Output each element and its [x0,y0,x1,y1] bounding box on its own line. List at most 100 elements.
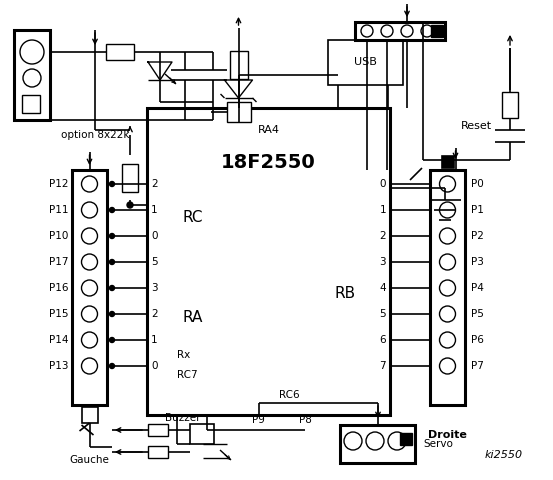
Text: ki2550: ki2550 [485,450,523,460]
Text: Rx: Rx [177,350,190,360]
Bar [441,156,453,168]
Circle shape [81,228,97,244]
Text: option 8x22k: option 8x22k [61,130,129,140]
Text: P8: P8 [299,415,311,425]
Bar [340,425,415,463]
Bar [72,170,107,405]
Bar [328,40,403,85]
Circle shape [388,432,406,450]
Text: P13: P13 [49,361,68,371]
Circle shape [81,332,97,348]
Text: 2: 2 [151,309,158,319]
Text: 7: 7 [379,361,386,371]
Circle shape [440,358,456,374]
Bar [229,51,248,79]
Circle shape [440,176,456,192]
Bar [431,25,443,37]
Circle shape [440,228,456,244]
Text: RC6: RC6 [279,390,299,400]
Text: 0: 0 [379,179,386,189]
Text: 5: 5 [151,257,158,267]
Text: 4: 4 [379,283,386,293]
Circle shape [81,358,97,374]
Circle shape [381,25,393,37]
Circle shape [81,306,97,322]
Circle shape [440,332,456,348]
Circle shape [109,363,114,369]
Circle shape [366,432,384,450]
Text: P9: P9 [252,415,264,425]
Bar [14,30,50,120]
Circle shape [81,254,97,270]
Bar [148,424,168,436]
Text: P6: P6 [471,335,484,345]
Bar [22,95,40,113]
Circle shape [109,233,114,239]
Text: P10: P10 [49,231,68,241]
Text: P2: P2 [471,231,484,241]
Circle shape [440,306,456,322]
Bar [122,164,138,192]
Circle shape [81,280,97,296]
Bar [430,170,465,405]
Text: P7: P7 [471,361,484,371]
Text: USB: USB [353,57,377,67]
Circle shape [109,286,114,290]
Text: P0: P0 [471,179,484,189]
Circle shape [81,202,97,218]
Text: 3: 3 [151,283,158,293]
Text: P4: P4 [471,283,484,293]
Bar [502,92,518,118]
Text: P12: P12 [49,179,68,189]
Bar [400,433,412,445]
Text: 1: 1 [151,205,158,215]
Text: P11: P11 [49,205,68,215]
Text: 1: 1 [151,335,158,345]
Circle shape [401,25,413,37]
Text: 2: 2 [379,231,386,241]
Circle shape [109,312,114,316]
Text: 0: 0 [151,361,158,371]
Text: RC7: RC7 [177,370,197,380]
Circle shape [421,25,433,37]
Bar [190,424,214,444]
Circle shape [109,207,114,213]
Circle shape [440,254,456,270]
Text: 6: 6 [379,335,386,345]
Circle shape [361,25,373,37]
Text: 3: 3 [379,257,386,267]
Circle shape [344,432,362,450]
Text: RB: RB [335,286,356,300]
Bar [148,446,168,458]
Text: RC: RC [182,211,202,226]
Text: P14: P14 [49,335,68,345]
Bar [106,44,134,60]
Text: Reset: Reset [461,121,492,131]
Text: Buzzer: Buzzer [165,413,201,423]
Circle shape [23,69,41,87]
Text: Gauche: Gauche [70,455,109,465]
Circle shape [81,176,97,192]
Bar [355,22,445,40]
Text: P15: P15 [49,309,68,319]
Text: 2: 2 [151,179,158,189]
Text: RA4: RA4 [258,125,279,135]
Bar [227,102,251,122]
Text: P3: P3 [471,257,484,267]
Text: P17: P17 [49,257,68,267]
Bar [81,407,97,423]
Text: P5: P5 [471,309,484,319]
Text: Servo: Servo [423,439,453,449]
Circle shape [440,280,456,296]
Text: Droite: Droite [428,430,467,440]
Circle shape [127,202,133,208]
Text: 18F2550: 18F2550 [221,154,316,172]
Circle shape [109,260,114,264]
Text: 0: 0 [151,231,158,241]
Circle shape [109,181,114,187]
Circle shape [109,337,114,343]
Text: P1: P1 [471,205,484,215]
Circle shape [20,40,44,64]
Bar [147,108,390,415]
Text: RA: RA [182,311,202,325]
